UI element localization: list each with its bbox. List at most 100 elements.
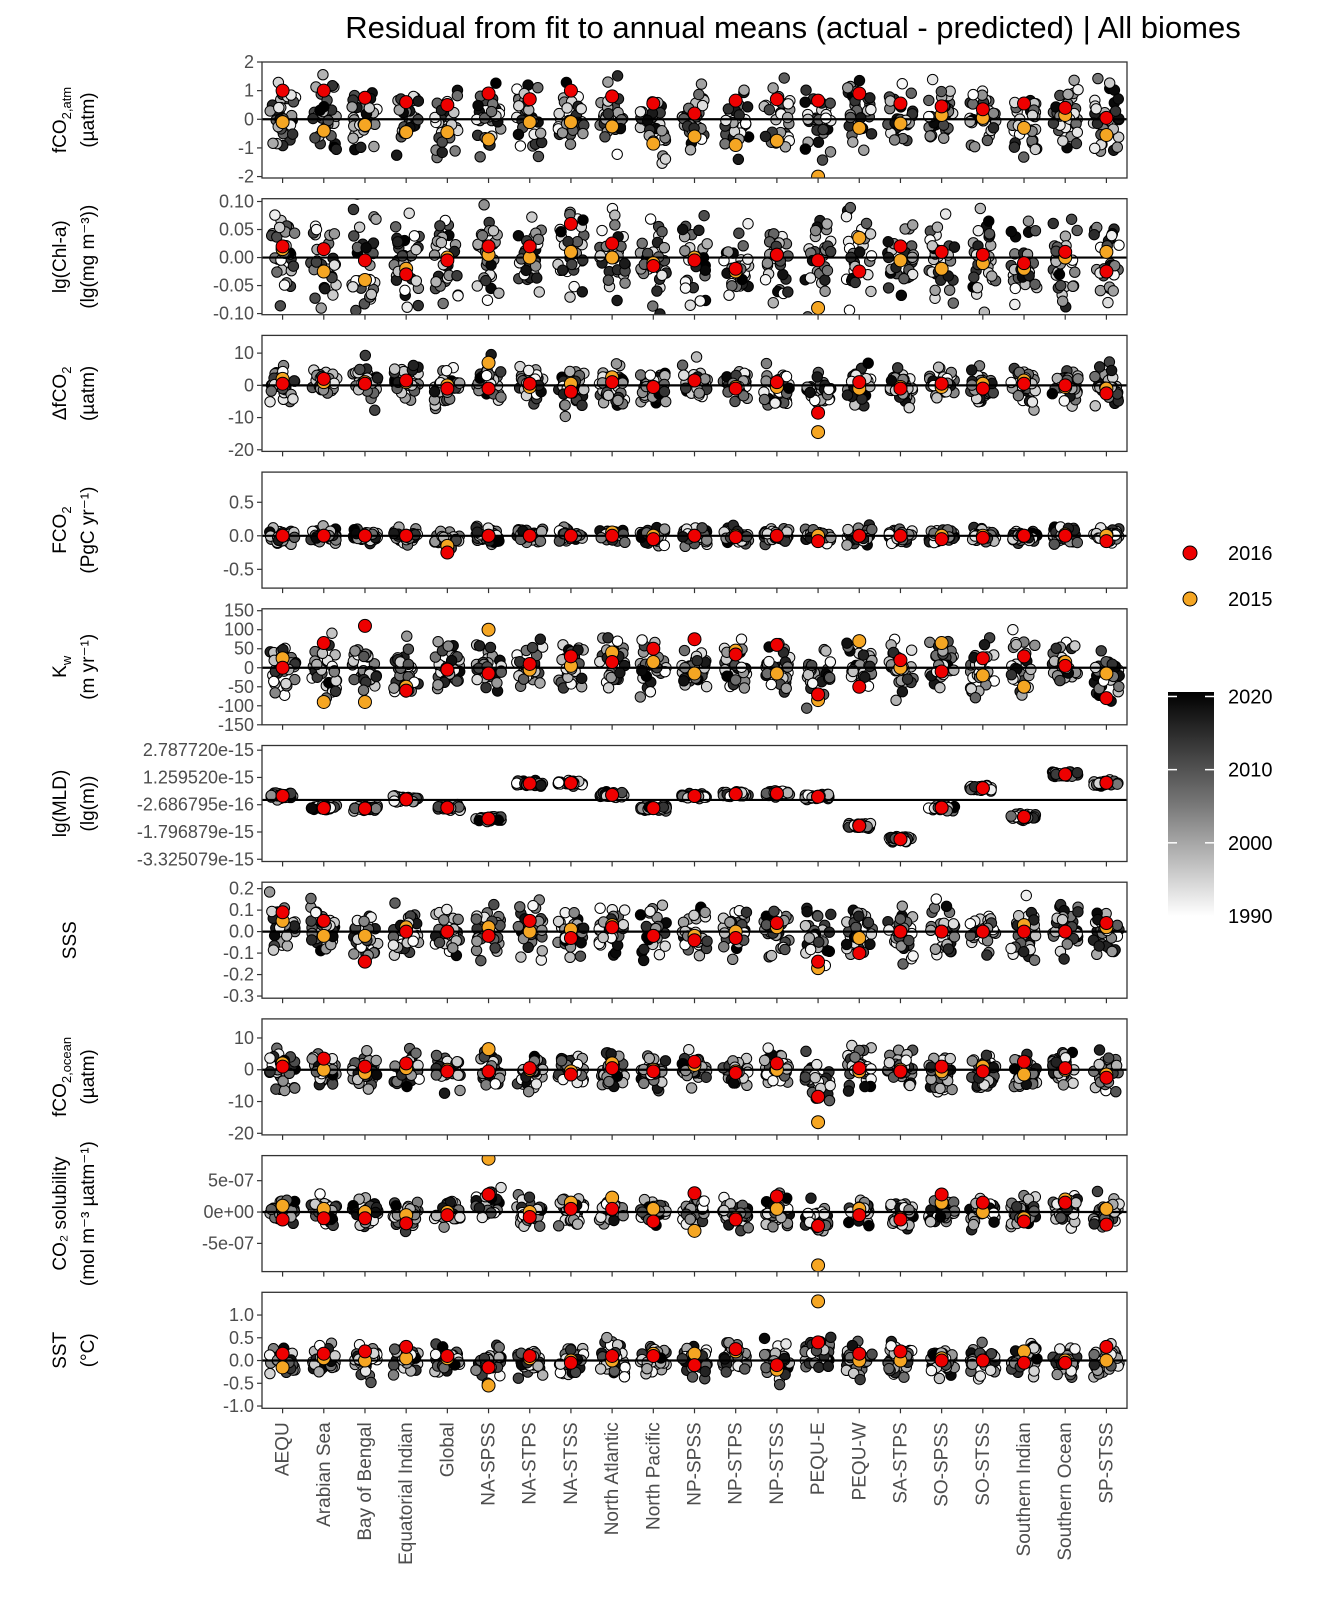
- year-point: [1029, 278, 1041, 290]
- y-tick-label: 2.787720e-15: [143, 740, 254, 760]
- year-point: [1107, 285, 1119, 297]
- year-point: [305, 892, 317, 905]
- point-2016: [975, 781, 990, 796]
- y-tick-label: 50: [234, 639, 254, 659]
- year-point: [647, 300, 659, 312]
- year-point: [866, 523, 878, 536]
- year-point: [799, 96, 811, 108]
- year-point: [1047, 117, 1060, 129]
- point-2016: [440, 800, 455, 815]
- year-point: [487, 225, 500, 237]
- year-point: [610, 358, 623, 370]
- year-point: [694, 295, 706, 307]
- point-2016: [440, 97, 455, 112]
- point-2016: [481, 239, 496, 254]
- year-point: [719, 138, 731, 150]
- year-point: [658, 523, 671, 535]
- year-point: [693, 387, 705, 399]
- year-point: [821, 264, 834, 277]
- year-point: [436, 146, 448, 159]
- point-2016: [728, 261, 743, 276]
- point-2016: [316, 528, 331, 543]
- year-point: [480, 274, 492, 287]
- year-point: [280, 677, 292, 690]
- year-point: [371, 372, 384, 384]
- year-point: [1093, 940, 1105, 952]
- year-point: [1016, 322, 1026, 332]
- year-point: [512, 229, 525, 242]
- year-point: [412, 95, 424, 107]
- year-point: [310, 906, 322, 919]
- year-point: [693, 224, 705, 237]
- year-point: [480, 1079, 492, 1091]
- year-point: [556, 264, 569, 276]
- year-point: [359, 349, 372, 362]
- year-point: [491, 677, 503, 689]
- year-point: [644, 369, 657, 381]
- year-point: [1047, 217, 1059, 230]
- year-point: [780, 370, 793, 383]
- year-point: [512, 128, 525, 141]
- year-point: [609, 209, 621, 221]
- year-point: [1093, 361, 1106, 373]
- point-2016: [1017, 924, 1032, 939]
- year-point: [471, 280, 483, 292]
- year-point: [1113, 239, 1125, 251]
- point-2015: [316, 264, 331, 279]
- year-point: [840, 938, 853, 951]
- year-point: [564, 138, 577, 150]
- year-point: [618, 904, 631, 916]
- point-2015: [893, 116, 908, 131]
- year-point: [350, 304, 362, 315]
- year-point: [475, 954, 487, 967]
- point-2016: [934, 99, 949, 114]
- year-point: [823, 671, 836, 684]
- point-2016: [646, 96, 661, 111]
- point-2015: [769, 133, 784, 148]
- point-2016: [728, 381, 743, 396]
- year-point: [740, 906, 753, 918]
- year-point: [532, 81, 544, 94]
- point-2015: [357, 928, 372, 943]
- year-point: [864, 660, 876, 673]
- points-mld: [262, 766, 1127, 848]
- year-point: [1026, 396, 1039, 408]
- year-point: [1029, 143, 1042, 156]
- year-point: [576, 286, 589, 298]
- year-point: [1071, 536, 1084, 549]
- year-point: [641, 247, 654, 260]
- point-2016: [893, 239, 908, 254]
- point-2016: [605, 375, 620, 390]
- year-point: [677, 223, 689, 236]
- year-point: [267, 137, 279, 149]
- year-point: [1057, 135, 1069, 147]
- year-point: [611, 148, 623, 160]
- year-point: [903, 402, 915, 414]
- year-point: [402, 643, 415, 655]
- year-point: [742, 253, 754, 265]
- y-tick-label: -20: [228, 1123, 254, 1143]
- y-tick-label: -10: [228, 408, 254, 428]
- year-point: [1022, 215, 1035, 227]
- point-2016: [1099, 775, 1114, 790]
- point-2016: [687, 528, 702, 543]
- point-2016: [275, 83, 290, 98]
- year-point: [438, 914, 450, 926]
- year-point: [820, 645, 832, 657]
- year-point: [853, 910, 865, 922]
- point-2016: [687, 373, 702, 388]
- year-point: [326, 627, 338, 639]
- year-point: [410, 275, 423, 287]
- year-point: [801, 905, 813, 918]
- point-2016: [357, 528, 372, 543]
- point-2015: [440, 125, 455, 140]
- y-tick-label: 0: [244, 658, 254, 678]
- year-point: [679, 282, 692, 294]
- point-2016: [275, 376, 290, 391]
- year-point: [396, 250, 409, 262]
- year-point: [493, 287, 505, 299]
- y-axis-unit: (m yr⁻¹): [78, 634, 99, 700]
- year-point: [802, 311, 814, 315]
- point-2016: [481, 381, 496, 396]
- year-point: [370, 802, 382, 815]
